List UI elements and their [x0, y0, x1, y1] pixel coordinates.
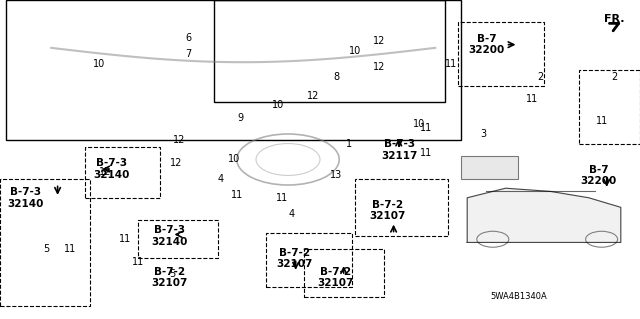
Text: 5: 5: [44, 244, 50, 254]
Text: 12: 12: [373, 36, 386, 47]
Text: 12: 12: [373, 62, 386, 72]
Text: 11: 11: [275, 193, 288, 203]
Bar: [266, 233, 352, 287]
Text: 12: 12: [170, 158, 182, 168]
Text: 11: 11: [118, 234, 131, 244]
Polygon shape: [467, 188, 621, 242]
Bar: [579, 70, 640, 144]
Text: 4: 4: [288, 209, 294, 219]
Bar: [214, 0, 445, 102]
Bar: [138, 220, 218, 258]
Text: 11: 11: [419, 148, 432, 158]
Bar: [85, 147, 160, 198]
Text: B-7-3
32117: B-7-3 32117: [382, 139, 418, 161]
Text: FR.: FR.: [604, 14, 625, 24]
Text: 3: 3: [480, 129, 486, 139]
Text: 11: 11: [595, 116, 608, 126]
Text: 11: 11: [230, 189, 243, 200]
Text: B-7-2
32107: B-7-2 32107: [152, 267, 188, 288]
Text: B-7-3
32140: B-7-3 32140: [152, 225, 188, 247]
Text: 10: 10: [413, 119, 426, 130]
Text: 10: 10: [93, 59, 106, 69]
Text: 11: 11: [131, 256, 144, 267]
Text: B-7
32200: B-7 32200: [468, 34, 504, 56]
Text: 9: 9: [237, 113, 243, 123]
Text: B-7-2
32107: B-7-2 32107: [369, 200, 405, 221]
Text: 5WA4B1340A: 5WA4B1340A: [490, 292, 547, 301]
Text: 11: 11: [419, 122, 432, 133]
Text: B-7-2
32107: B-7-2 32107: [318, 267, 354, 288]
Text: 12: 12: [173, 135, 186, 145]
Bar: [0, 179, 90, 306]
Text: 6: 6: [186, 33, 192, 43]
Bar: [458, 22, 544, 86]
Text: 5: 5: [170, 269, 176, 279]
Text: B-7-3
32140: B-7-3 32140: [94, 158, 130, 180]
Text: 10: 10: [227, 154, 240, 165]
Text: 11: 11: [445, 59, 458, 69]
Bar: [461, 156, 518, 179]
Text: 8: 8: [333, 71, 339, 82]
Text: 2: 2: [538, 71, 544, 82]
Text: 2: 2: [611, 71, 618, 82]
Text: 7: 7: [186, 49, 192, 59]
Text: B-7-2
32107: B-7-2 32107: [276, 248, 312, 269]
Text: B-7-3
32140: B-7-3 32140: [8, 187, 44, 209]
Text: 10: 10: [349, 46, 362, 56]
Text: 11: 11: [526, 94, 539, 104]
Text: B-7
32200: B-7 32200: [580, 165, 616, 186]
Bar: [6, 0, 461, 140]
Bar: [304, 249, 384, 297]
Text: 12: 12: [307, 91, 320, 101]
Text: 10: 10: [272, 100, 285, 110]
Text: 13: 13: [330, 170, 342, 181]
Text: 12: 12: [99, 167, 112, 177]
Text: 4: 4: [218, 174, 224, 184]
Text: 1: 1: [346, 138, 352, 149]
Bar: [355, 179, 448, 236]
Text: 11: 11: [64, 244, 77, 254]
